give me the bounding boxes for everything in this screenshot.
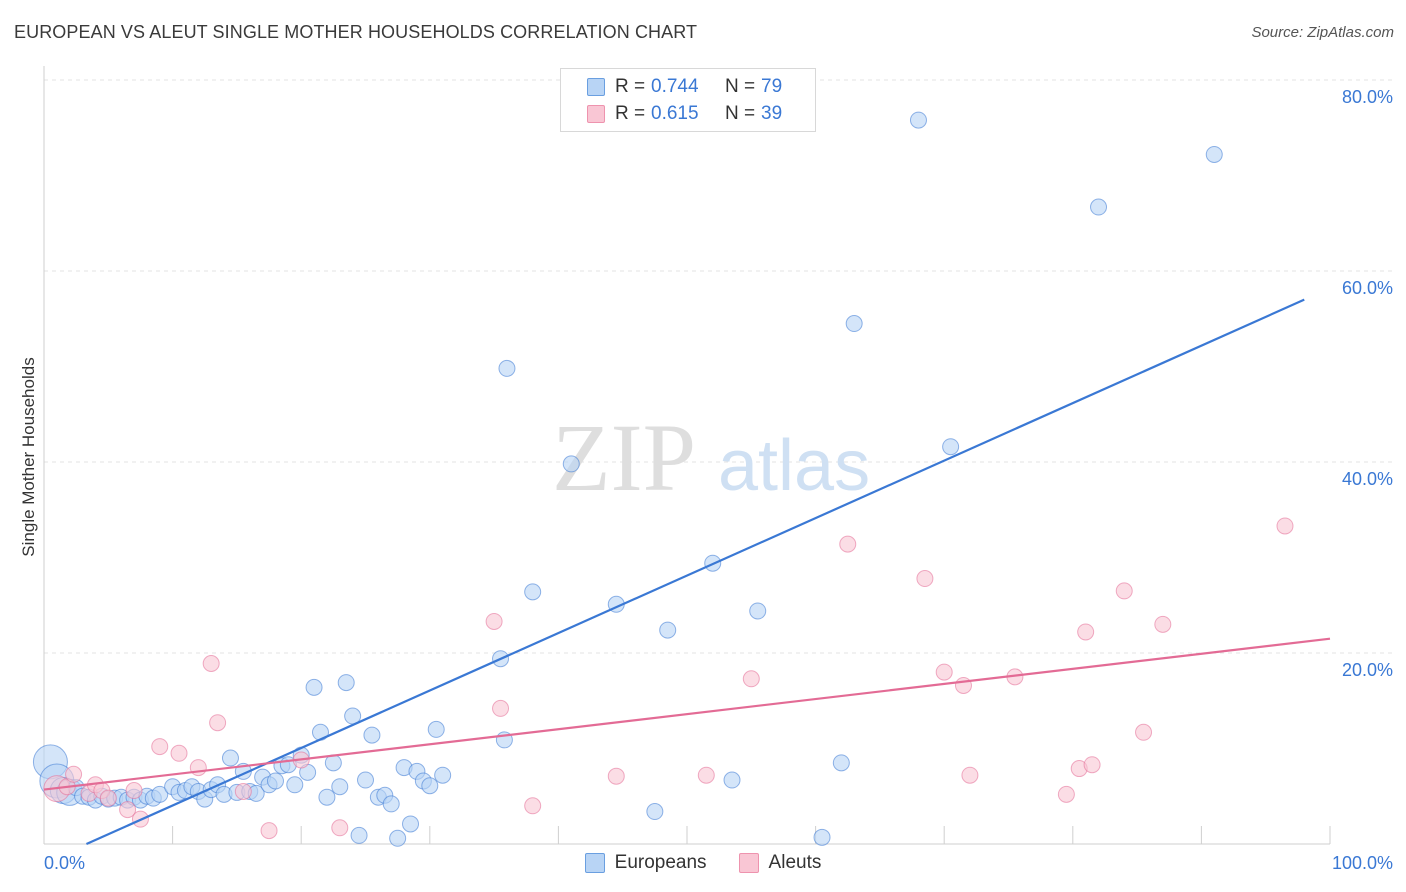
europeans-point: [524, 583, 542, 601]
europeans-point: [331, 778, 349, 796]
europeans-legend-label: Europeans: [614, 852, 707, 873]
europeans-point: [942, 438, 960, 456]
europeans-point: [402, 815, 420, 833]
aleuts-point: [839, 535, 857, 553]
r-label: R =: [615, 76, 646, 97]
x-tick-label: 100.0%: [1332, 853, 1393, 873]
aleuts-point: [1276, 517, 1294, 535]
europeans-point: [266, 772, 284, 790]
aleuts-point: [260, 822, 278, 840]
europeans-point: [749, 602, 767, 620]
r-label: R =: [615, 103, 646, 124]
europeans-swatch: [587, 78, 605, 96]
n-label: N =: [725, 103, 756, 124]
aleuts-point: [492, 699, 510, 717]
aleuts-point: [209, 714, 227, 732]
aleuts-point: [65, 765, 83, 783]
europeans-point: [1090, 198, 1108, 216]
aleuts-point: [151, 738, 169, 756]
europeans-legend-swatch: [584, 853, 605, 873]
aleuts-legend-label: Aleuts: [768, 852, 822, 873]
y-axis-label: Single Mother Households: [19, 357, 38, 556]
axes: [43, 66, 1331, 845]
europeans-point: [421, 777, 439, 795]
n-value-europeans: 79: [761, 76, 783, 97]
chart-title: EUROPEAN VS ALEUT SINGLE MOTHER HOUSEHOL…: [14, 22, 698, 42]
stats-legend: R = 0.744 N = 79 R = 0.615 N = 39: [560, 68, 816, 132]
aleuts-point: [607, 767, 625, 785]
aleuts-point: [916, 570, 934, 588]
europeans-point: [389, 829, 407, 847]
y-tick-label: 80.0%: [1342, 87, 1393, 107]
trend-lines: [43, 298, 1331, 846]
aleuts-trend-line: [43, 637, 1331, 791]
aleuts-point: [1154, 615, 1172, 633]
europeans-point: [659, 621, 677, 639]
legend-item-europeans[interactable]: Europeans: [584, 852, 707, 874]
europeans-point: [305, 678, 323, 696]
europeans-trend-line: [85, 298, 1305, 846]
aleuts-legend-swatch: [738, 853, 759, 873]
aleuts-point: [1135, 723, 1153, 741]
aleuts-point: [935, 663, 953, 681]
grid-lines: [44, 79, 1392, 654]
aleuts-point: [234, 782, 252, 800]
n-value-aleuts: 39: [761, 103, 783, 124]
aleuts-point: [99, 789, 117, 807]
europeans-point: [151, 785, 169, 803]
r-value-aleuts: 0.615: [651, 103, 699, 124]
watermark-atlas: atlas: [718, 426, 870, 506]
aleuts-point: [170, 744, 188, 762]
aleuts-point: [119, 801, 137, 819]
aleuts-point: [1083, 756, 1101, 774]
x-tick-label: 0.0%: [44, 853, 85, 873]
europeans-point: [909, 111, 927, 129]
aleuts-point: [954, 676, 972, 694]
europeans-point: [357, 771, 374, 789]
aleuts-point: [524, 797, 542, 815]
europeans-point: [350, 826, 368, 844]
n-label: N =: [725, 76, 756, 97]
aleuts-point: [202, 655, 220, 673]
europeans-point: [562, 455, 580, 473]
europeans-point: [363, 726, 381, 744]
aleuts-point: [1115, 582, 1133, 600]
aleuts-point: [697, 766, 715, 784]
y-tick-label: 60.0%: [1342, 278, 1393, 298]
europeans-point: [723, 771, 741, 789]
aleuts-point: [1077, 623, 1095, 641]
europeans-point: [498, 359, 516, 377]
r-value-europeans: 0.744: [651, 76, 699, 97]
series-legend: Europeans Aleuts: [0, 852, 1406, 874]
y-tick-label: 20.0%: [1342, 660, 1393, 680]
europeans-point: [382, 795, 400, 813]
europeans-point: [337, 674, 355, 692]
europeans-point: [434, 766, 452, 784]
source-note: Source: ZipAtlas.com: [1251, 24, 1394, 41]
aleuts-point: [961, 766, 979, 784]
aleuts-point: [125, 782, 143, 800]
aleuts-swatch: [587, 105, 605, 123]
aleuts-point: [1057, 785, 1075, 803]
europeans-point: [832, 754, 850, 772]
legend-item-aleuts[interactable]: Aleuts: [738, 852, 822, 874]
europeans-point: [427, 720, 445, 738]
y-tick-label: 40.0%: [1342, 469, 1393, 489]
europeans-point: [1205, 145, 1223, 163]
legend-row-aleuts: R = 0.615 N = 39: [587, 102, 782, 126]
europeans-point: [813, 828, 831, 846]
aleuts-point: [331, 819, 349, 837]
europeans-point: [646, 803, 664, 821]
europeans-point: [318, 788, 336, 806]
aleuts-point: [485, 612, 503, 630]
europeans-point: [221, 749, 239, 767]
legend-row-europeans: R = 0.744 N = 79: [587, 75, 782, 99]
watermark: ZIP atlas: [552, 404, 870, 511]
europeans-point: [286, 776, 304, 794]
tick-labels: 20.0% 40.0% 60.0% 80.0% 0.0% 100.0%: [44, 87, 1393, 873]
europeans-point: [845, 315, 863, 333]
aleuts-point: [742, 670, 760, 688]
